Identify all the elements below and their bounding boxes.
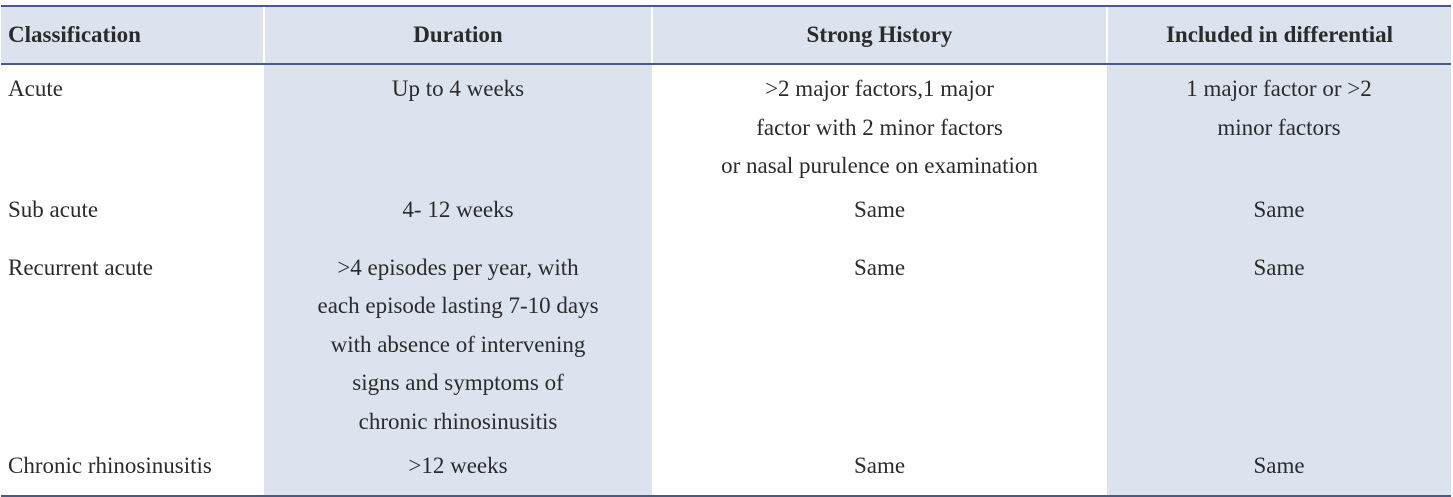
cell-line: Up to 4 weeks	[391, 76, 525, 101]
classification-cell: Recurrent acute	[8, 254, 153, 280]
strong-history-cell: >2 major factors,1 major factor with 2 m…	[652, 64, 1107, 186]
table-row: Chronic rhinosinusitis >12 weeks Same Sa…	[1, 441, 1451, 497]
strong-history-cell: Same	[652, 186, 1107, 244]
cell-line: with absence of intervening	[330, 331, 586, 357]
cell-line: signs and symptoms of	[352, 370, 564, 395]
header-classification: Classification	[1, 5, 264, 65]
header-duration: Duration	[263, 5, 652, 65]
duration-cell: >12 weeks	[264, 441, 652, 497]
cell-line: chronic rhinosinusitis	[358, 408, 558, 434]
classification-cell: Chronic rhinosinusitis	[1, 441, 264, 497]
table-row: Acute Up to 4 weeks >2 major factors,1 m…	[1, 64, 1451, 186]
included-in-differential-cell: Same	[1107, 441, 1451, 497]
cell-line: Same	[1253, 452, 1305, 478]
cell-line: 1 major factor or >2	[1186, 76, 1372, 101]
table-header: Classification Duration Strong History I…	[1, 5, 1451, 65]
cell-line: >12 weeks	[408, 452, 508, 478]
cell-line: factor with 2 minor factors	[756, 114, 1003, 140]
classification-cell: Sub acute	[8, 196, 99, 222]
cell-line: Same	[853, 254, 906, 280]
header-row: Classification Duration Strong History I…	[1, 5, 1451, 65]
cell-line: Same	[853, 452, 906, 478]
classification-cell: Acute	[8, 76, 63, 101]
cell-line: Same	[1253, 196, 1305, 222]
duration-cell: >4 episodes per year, with each episode …	[264, 243, 652, 442]
cell-line: Same	[1253, 254, 1305, 280]
cell-line: or nasal purulence on examination	[721, 153, 1038, 178]
rhinosinusitis-classification-table: Classification Duration Strong History I…	[1, 5, 1451, 497]
header-strong-history: Strong History	[651, 5, 1107, 65]
cell-line: Same	[853, 196, 906, 222]
duration-cell: 4- 12 weeks	[264, 185, 652, 244]
header-included-in-differential: Included in differential	[1106, 5, 1451, 65]
cell-line: minor factors	[1217, 114, 1341, 140]
strong-history-cell: Same	[652, 441, 1107, 497]
table-row: Sub acute 4- 12 weeks Same Same	[1, 185, 1451, 244]
cell-line: >2 major factors,1 major	[765, 76, 994, 101]
cell-line: each episode lasting 7-10 days	[317, 293, 599, 318]
strong-history-cell: Same	[652, 244, 1107, 442]
included-in-differential-cell: 1 major factor or >2 minor factors	[1107, 64, 1451, 186]
cell-line: >4 episodes per year, with	[337, 254, 579, 280]
included-in-differential-cell: Same	[1107, 185, 1451, 244]
included-in-differential-cell: Same	[1107, 243, 1451, 442]
table-row: Recurrent acute >4 episodes per year, wi…	[1, 243, 1451, 442]
cell-line: 4- 12 weeks	[402, 196, 514, 222]
table-body: Acute Up to 4 weeks >2 major factors,1 m…	[1, 64, 1451, 497]
duration-cell: Up to 4 weeks	[264, 64, 652, 186]
